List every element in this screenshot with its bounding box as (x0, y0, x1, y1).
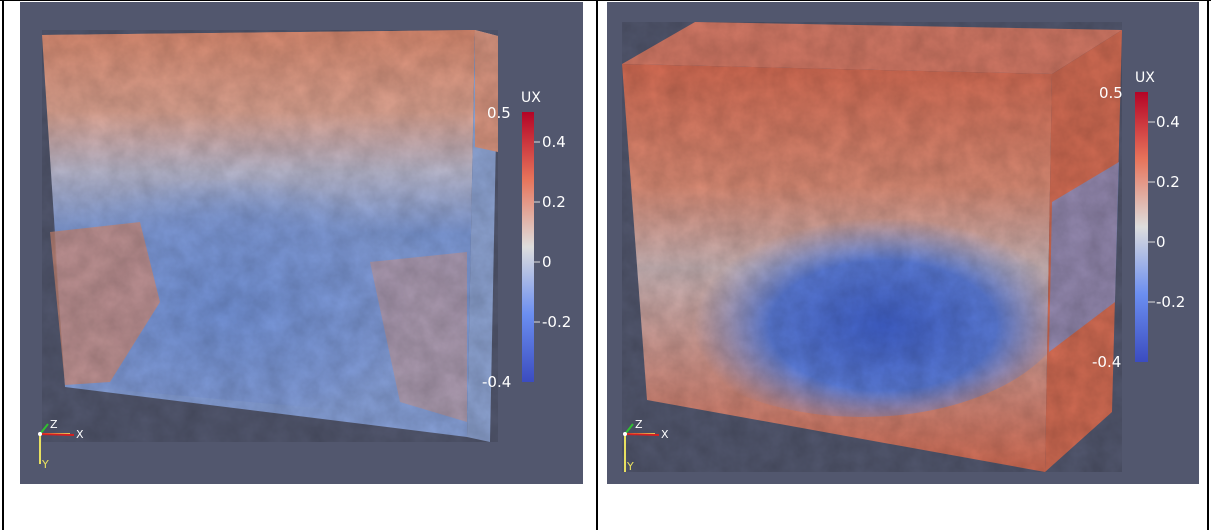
colorbar-tick-left-1: 0.2 (542, 193, 566, 211)
colorbar-min-label-left: -0.4 (482, 373, 512, 391)
table-top-border (0, 0, 1211, 1)
colorbar-tick-right-2: 0 (1156, 233, 1166, 251)
colorbar-tick-left-0: 0.4 (542, 133, 566, 151)
ux-volume-render-left (38, 30, 540, 464)
colorbar-tick-right-1: 0.2 (1156, 173, 1180, 191)
axis-z-label-left: Z (50, 418, 58, 431)
colorbar-min-label-right: -0.4 (1092, 353, 1122, 371)
render-view-right[interactable]: UX 0.5 0.4 0.2 0 -0.2 -0.4 Z X Y (607, 2, 1199, 484)
colorbar-tick-right-3: -0.2 (1156, 293, 1186, 311)
axis-y-label-right: Y (627, 460, 634, 473)
axis-z-label-right: Z (635, 418, 643, 431)
colorbar-tick-left-3: -0.2 (542, 313, 572, 331)
colorbar-tick-right-0: 0.4 (1156, 113, 1180, 131)
colorbar-title-left: UX (521, 90, 541, 106)
colorbar-max-label-right: 0.5 (1099, 84, 1123, 102)
table-middle-border (596, 0, 598, 530)
table-left-border (2, 0, 4, 530)
axis-y-label-left: Y (42, 458, 49, 471)
axis-x-label-left: X (76, 428, 84, 441)
colorbar-right (1135, 92, 1148, 362)
render-view-left[interactable]: UX 0.5 0.4 0.2 0 -0.2 -0.4 Z X Y (20, 2, 583, 484)
colorbar-max-label-left: 0.5 (487, 104, 511, 122)
colorbar-tick-left-2: 0 (542, 253, 552, 271)
axis-x-label-right: X (661, 428, 669, 441)
colorbar-title-right: UX (1135, 70, 1155, 86)
ux-volume-render-right (622, 22, 1155, 472)
table-right-border (1207, 0, 1209, 530)
colorbar-left (522, 112, 534, 382)
